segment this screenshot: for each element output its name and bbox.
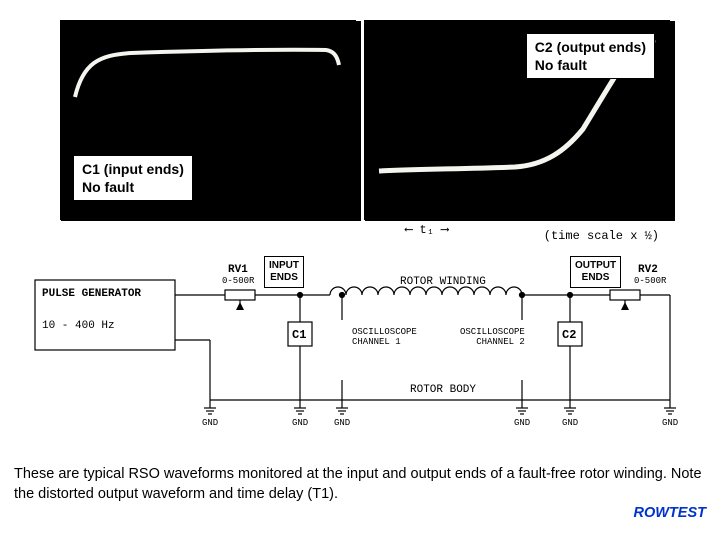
rotor-winding-label: ROTOR WINDING bbox=[400, 276, 486, 288]
gnd-1: GND bbox=[202, 418, 218, 428]
osc2-label: OSCILLOSCOPE CHANNEL 2 bbox=[460, 328, 525, 348]
c2-label: C2 bbox=[562, 328, 576, 342]
label-c1-line1: C1 (input ends) bbox=[82, 160, 184, 178]
pulse-gen-label: PULSE GENERATOR bbox=[42, 288, 141, 300]
label-c1: C1 (input ends) No fault bbox=[73, 155, 193, 201]
rv1-sub: 0-500R bbox=[222, 276, 254, 286]
gnd-5: GND bbox=[562, 418, 578, 428]
brand-label: ROWTEST bbox=[14, 504, 706, 524]
osc1-text: OSCILLOSCOPE CHANNEL 1 bbox=[352, 327, 417, 347]
t1-label: t₁ bbox=[420, 223, 434, 237]
label-c2: C2 (output ends) No fault bbox=[526, 33, 655, 79]
caption-text: These are typical RSO waveforms monitore… bbox=[14, 466, 702, 502]
pulse-gen-freq: 10 - 400 Hz bbox=[42, 320, 115, 332]
gnd-4: GND bbox=[514, 418, 530, 428]
gnd-6: GND bbox=[662, 418, 678, 428]
circuit-diagram: PULSE GENERATOR 10 - 400 Hz RV1 0-500R R… bbox=[30, 250, 690, 430]
rotor-body-label: ROTOR BODY bbox=[410, 384, 476, 396]
output-ends-text: OUTPUT ENDS bbox=[575, 260, 616, 283]
input-ends-text: INPUT ENDS bbox=[269, 260, 299, 283]
timescale-label: (time scale x ½) bbox=[544, 229, 659, 243]
t1-marker: ⟵ t₁ ⟶ bbox=[405, 222, 448, 237]
gnd-3: GND bbox=[334, 418, 350, 428]
label-c1-line2: No fault bbox=[82, 178, 184, 196]
oscilloscope-right: C2 (output ends) No fault ⟵ t₁ ⟶ (time s… bbox=[364, 20, 670, 220]
output-ends-box: OUTPUT ENDS bbox=[570, 256, 621, 288]
rv1-label: RV1 bbox=[228, 264, 248, 276]
label-c2-line2: No fault bbox=[535, 56, 646, 74]
osc2-text: OSCILLOSCOPE CHANNEL 2 bbox=[460, 327, 525, 347]
rv2-sub: 0-500R bbox=[634, 276, 666, 286]
rv2-label: RV2 bbox=[638, 264, 658, 276]
caption-block: These are typical RSO waveforms monitore… bbox=[14, 465, 706, 524]
osc1-label: OSCILLOSCOPE CHANNEL 1 bbox=[352, 328, 417, 348]
oscilloscope-left: C1 (input ends) No fault bbox=[60, 20, 356, 220]
gnd-symbols bbox=[204, 400, 676, 414]
input-ends-box: INPUT ENDS bbox=[264, 256, 304, 288]
gnd-2: GND bbox=[292, 418, 308, 428]
label-c2-line1: C2 (output ends) bbox=[535, 38, 646, 56]
c1-label: C1 bbox=[292, 328, 306, 342]
